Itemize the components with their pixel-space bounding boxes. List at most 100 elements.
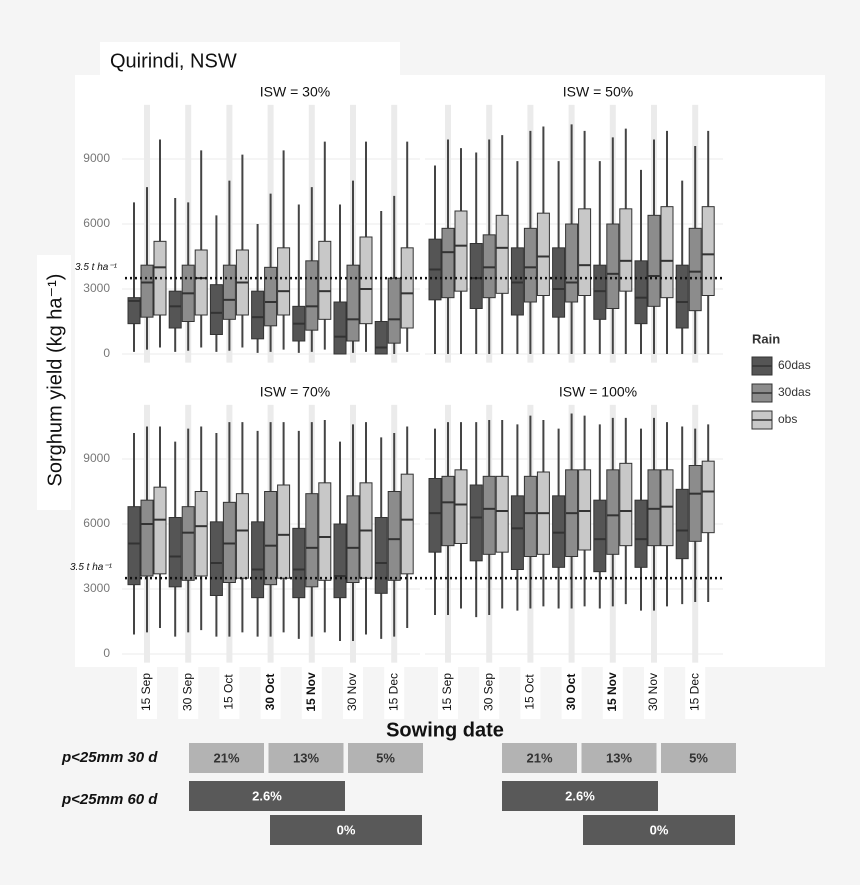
- box: [194, 491, 208, 577]
- prob-cell: [270, 815, 422, 845]
- title-box: [100, 42, 400, 80]
- box: [346, 495, 360, 584]
- box: [168, 290, 182, 329]
- box: [387, 277, 401, 344]
- prob-text: 5%: [689, 750, 708, 765]
- box: [168, 517, 182, 588]
- prob-cell: [502, 781, 658, 811]
- box: [441, 475, 455, 547]
- box: [400, 473, 414, 575]
- x-tick-label-box: [644, 667, 664, 719]
- box: [675, 264, 689, 329]
- box: [374, 517, 388, 594]
- x-tick-label-box: [561, 667, 582, 719]
- y-tick-label: 0: [103, 646, 110, 660]
- x-tick-label-box: [178, 667, 199, 719]
- box: [454, 210, 468, 292]
- row-label: p<25mm 60 d: [61, 791, 158, 808]
- prob-text: 13%: [293, 750, 319, 765]
- box: [660, 469, 674, 547]
- box: [292, 527, 306, 599]
- y-label-box: [37, 255, 71, 510]
- box: [277, 247, 291, 316]
- box: [305, 260, 319, 331]
- x-tick-label: 30 Sep: [180, 673, 194, 711]
- x-tick-label-box: [219, 667, 240, 719]
- box: [482, 475, 496, 555]
- prob-cell: [661, 743, 736, 773]
- x-tick-label-box: [602, 667, 623, 719]
- box: [660, 206, 674, 299]
- x-tick-label: 15 Dec: [386, 673, 400, 711]
- box: [647, 469, 661, 547]
- box: [305, 493, 319, 588]
- box: [194, 249, 208, 316]
- y-tick-label: 3000: [83, 281, 110, 295]
- box: [593, 499, 607, 573]
- box: [619, 208, 633, 292]
- legend-label: obs: [778, 412, 797, 426]
- y-tick-label: 6000: [83, 516, 110, 530]
- prob-cell: [348, 743, 423, 773]
- box: [482, 234, 496, 299]
- box: [578, 469, 592, 551]
- box: [127, 297, 141, 325]
- box: [209, 521, 223, 596]
- x-tick-label-box: [384, 667, 405, 719]
- x-tick-label: 30 Nov: [345, 673, 359, 711]
- x-tick-label: 15 Sep: [139, 673, 153, 711]
- box: [701, 460, 715, 534]
- box: [251, 290, 265, 340]
- prob-cell: [581, 743, 657, 773]
- box: [469, 243, 483, 309]
- x-tick-label: 15 Oct: [523, 674, 537, 710]
- y-tick-label: 9000: [83, 451, 110, 465]
- box: [454, 469, 468, 545]
- box: [374, 321, 388, 355]
- row-label: p<25mm 30 d: [61, 749, 158, 766]
- box: [552, 495, 566, 568]
- threshold-label: 3.5 t ha⁻¹: [70, 562, 113, 573]
- x-tick-label-box: [520, 667, 541, 719]
- box: [318, 240, 332, 320]
- x-tick-label-box: [343, 667, 363, 719]
- box: [333, 301, 347, 355]
- box: [523, 227, 537, 303]
- box: [469, 484, 483, 562]
- legend-title: Rain: [752, 331, 780, 346]
- box: [346, 264, 360, 342]
- x-tick-label: 30 Oct: [263, 674, 277, 711]
- box: [428, 478, 442, 553]
- y-tick-label: 9000: [83, 151, 110, 165]
- prob-text: 0%: [650, 822, 669, 837]
- box: [209, 284, 223, 335]
- prob-cell: [189, 743, 264, 773]
- y-tick-label: 0: [103, 346, 110, 360]
- x-tick-label-box: [260, 667, 281, 719]
- box: [264, 491, 278, 586]
- chart-title: Quirindi, NSW: [110, 50, 237, 72]
- box: [153, 486, 167, 575]
- box: [606, 469, 620, 555]
- box: [647, 214, 661, 307]
- box: [318, 482, 332, 581]
- prob-text: 13%: [606, 750, 632, 765]
- box: [277, 484, 291, 579]
- prob-cell: [583, 815, 735, 845]
- y-tick-label: 6000: [83, 216, 110, 230]
- facet-title: ISW = 100%: [559, 384, 637, 400]
- facet-title: ISW = 30%: [260, 84, 330, 100]
- box: [222, 264, 236, 320]
- prob-text: 5%: [376, 750, 395, 765]
- box: [593, 264, 607, 320]
- x-tick-label-box: [685, 667, 706, 719]
- box: [441, 227, 455, 299]
- x-tick-label: 30 Oct: [564, 674, 578, 711]
- box: [523, 475, 537, 558]
- legend-label: 30das: [778, 385, 811, 399]
- x-tick-label: 30 Sep: [481, 673, 495, 711]
- prob-text: 0%: [337, 822, 356, 837]
- legend-label: 60das: [778, 358, 811, 372]
- y-axis-label: Sorghum yield (kg ha⁻¹): [44, 274, 66, 487]
